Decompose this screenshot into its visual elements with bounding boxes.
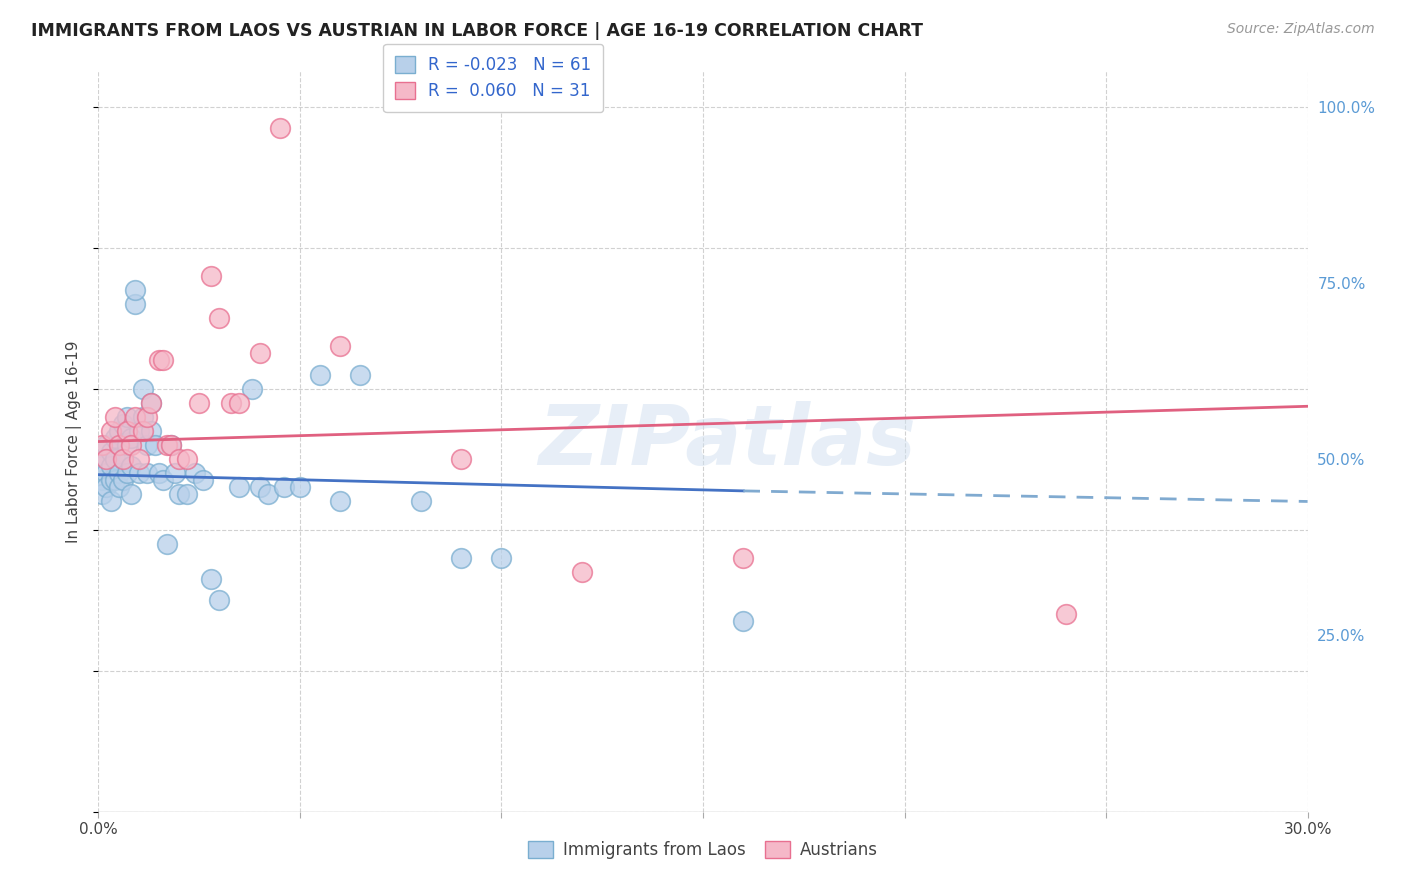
Point <box>103 431 125 445</box>
Point <box>132 382 155 396</box>
Point <box>107 480 129 494</box>
Point <box>139 424 162 438</box>
Text: Source: ZipAtlas.com: Source: ZipAtlas.com <box>1227 22 1375 37</box>
Point <box>200 572 222 586</box>
Point <box>733 615 755 629</box>
Point <box>288 480 311 494</box>
Point <box>249 480 271 494</box>
Point <box>309 368 332 382</box>
Point <box>163 467 186 481</box>
Point <box>124 283 146 297</box>
Point <box>135 409 157 424</box>
Point <box>167 487 190 501</box>
Point <box>349 368 371 382</box>
Point <box>111 417 134 431</box>
Point <box>115 438 138 452</box>
Point <box>228 480 250 494</box>
Point <box>100 445 122 459</box>
Point <box>176 487 198 501</box>
Point <box>103 452 125 467</box>
Point <box>96 452 118 467</box>
Point <box>115 424 138 438</box>
Point <box>733 550 755 565</box>
Point <box>256 487 278 501</box>
Point <box>329 339 352 353</box>
Point <box>115 409 138 424</box>
Point <box>491 550 513 565</box>
Point <box>107 424 129 438</box>
Point <box>200 268 222 283</box>
Point <box>148 467 170 481</box>
Point <box>128 424 150 438</box>
Point <box>184 467 207 481</box>
Point <box>128 467 150 481</box>
Point <box>160 438 183 452</box>
Point <box>100 494 122 508</box>
Point <box>221 396 243 410</box>
Point <box>450 452 472 467</box>
Point <box>152 473 174 487</box>
Point <box>156 438 179 452</box>
Point <box>103 409 125 424</box>
Point <box>91 438 114 452</box>
Point <box>91 459 114 474</box>
Point <box>120 438 142 452</box>
Point <box>240 382 263 396</box>
Point <box>269 120 291 135</box>
Point <box>91 473 114 487</box>
Point <box>115 467 138 481</box>
Point <box>111 473 134 487</box>
Point <box>135 467 157 481</box>
Point <box>160 438 183 452</box>
Point <box>120 431 142 445</box>
Point <box>148 353 170 368</box>
Point <box>135 438 157 452</box>
Point <box>96 467 118 481</box>
Point <box>120 459 142 474</box>
Point <box>132 409 155 424</box>
Point <box>139 396 162 410</box>
Point <box>329 494 352 508</box>
Point <box>1054 607 1077 622</box>
Point <box>96 438 118 452</box>
Point <box>193 473 215 487</box>
Point <box>103 473 125 487</box>
Point <box>128 452 150 467</box>
Point <box>132 424 155 438</box>
Point <box>228 396 250 410</box>
Point <box>450 550 472 565</box>
Text: IMMIGRANTS FROM LAOS VS AUSTRIAN IN LABOR FORCE | AGE 16-19 CORRELATION CHART: IMMIGRANTS FROM LAOS VS AUSTRIAN IN LABO… <box>31 22 922 40</box>
Point <box>208 593 231 607</box>
Point <box>143 438 166 452</box>
Point <box>249 346 271 360</box>
Point <box>124 409 146 424</box>
Point <box>111 452 134 467</box>
Point <box>273 480 295 494</box>
Point <box>107 467 129 481</box>
Point <box>124 297 146 311</box>
Point <box>120 487 142 501</box>
Point <box>156 537 179 551</box>
Point <box>96 480 118 494</box>
Point <box>167 452 190 467</box>
Text: ZIPatlas: ZIPatlas <box>538 401 917 482</box>
Point <box>208 311 231 326</box>
Point <box>176 452 198 467</box>
Point <box>100 424 122 438</box>
Point <box>100 473 122 487</box>
Y-axis label: In Labor Force | Age 16-19: In Labor Force | Age 16-19 <box>66 340 83 543</box>
Point <box>139 396 162 410</box>
Legend: Immigrants from Laos, Austrians: Immigrants from Laos, Austrians <box>522 834 884 866</box>
Point <box>107 438 129 452</box>
Point <box>100 459 122 474</box>
Point <box>111 452 134 467</box>
Point <box>152 353 174 368</box>
Legend: R = -0.023   N = 61, R =  0.060   N = 31: R = -0.023 N = 61, R = 0.060 N = 31 <box>384 44 603 112</box>
Point <box>188 396 211 410</box>
Point <box>571 565 593 579</box>
Point <box>409 494 432 508</box>
Point <box>96 452 118 467</box>
Point <box>91 487 114 501</box>
